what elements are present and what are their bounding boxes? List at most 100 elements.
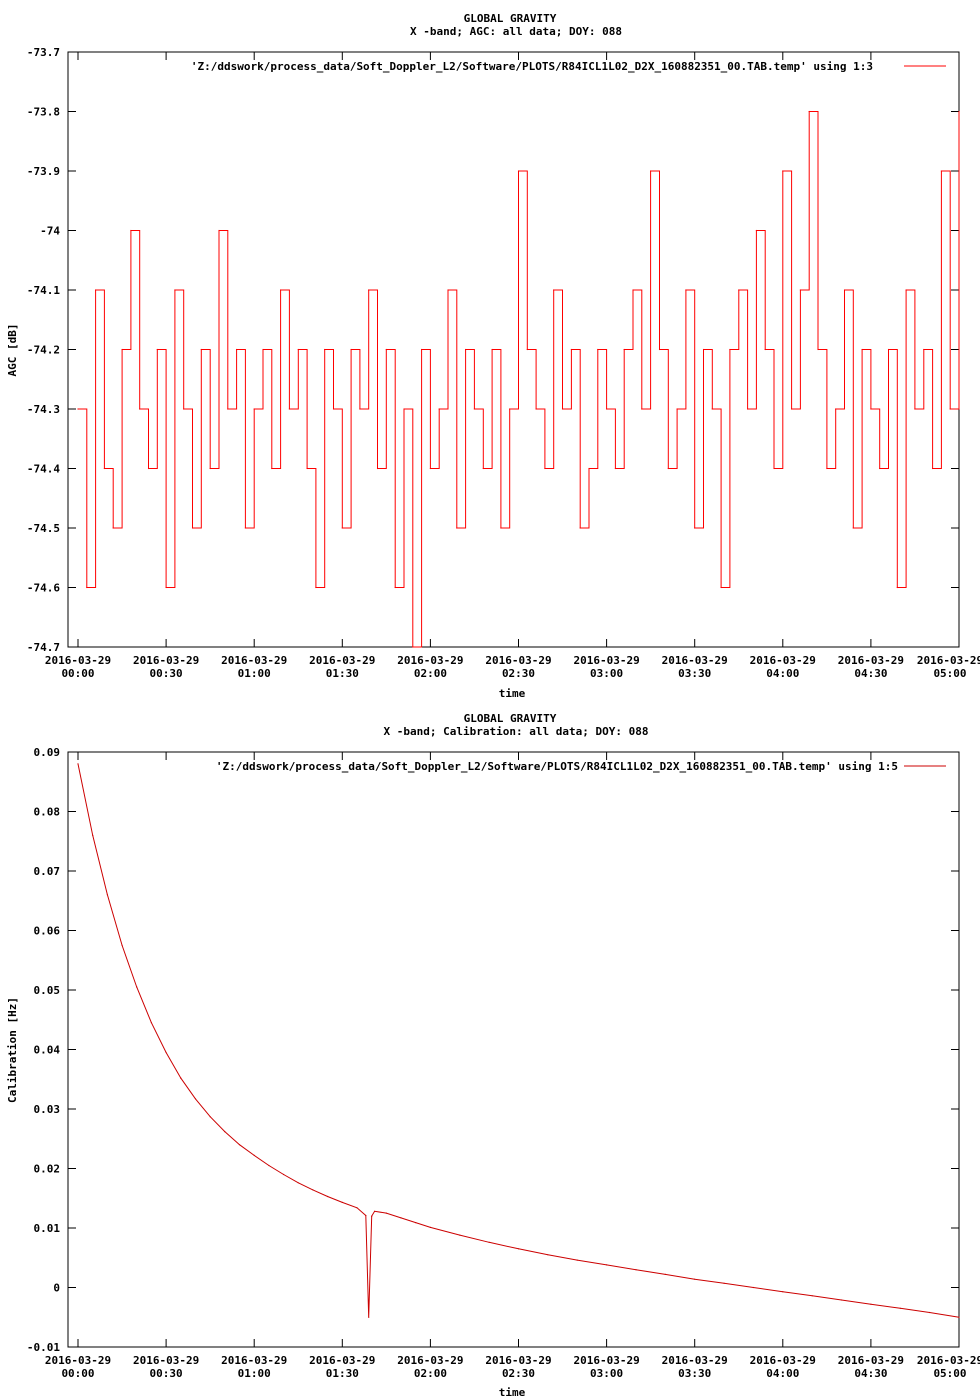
cal-data-point: [165, 1051, 167, 1054]
agc-y-tick-label: -74.4: [27, 463, 60, 476]
cal-chart-subtitle: X -band; Calibration: all data; DOY: 088: [384, 725, 649, 738]
agc-x-ticks: 2016-03-2900:002016-03-2900:302016-03-29…: [45, 52, 980, 680]
agc-data-point: [156, 348, 158, 351]
cal-data-point: [224, 1131, 226, 1133]
agc-x-tick-date: 2016-03-29: [45, 654, 111, 667]
agc-data-point: [817, 348, 819, 351]
agc-data-point: [799, 289, 802, 291]
agc-x-tick-date: 2016-03-29: [662, 654, 728, 667]
cal-data-point: [899, 1307, 901, 1309]
agc-data-point: [773, 467, 775, 470]
calibration-chart: GLOBAL GRAVITY X -band; Calibration: all…: [6, 712, 980, 1399]
cal-y-axis-label: Calibration [Hz]: [6, 997, 19, 1103]
cal-data-point: [811, 1295, 813, 1297]
cal-data-point: [606, 1264, 608, 1266]
agc-chart-subtitle: X -band; AGC: all data; DOY: 088: [410, 25, 622, 38]
agc-data-point: [473, 408, 475, 410]
agc-data-point: [861, 348, 863, 351]
cal-x-tick-time: 03:00: [590, 1367, 623, 1380]
agc-x-tick-time: 05:00: [933, 667, 966, 680]
cal-data-point: [341, 1201, 343, 1203]
cal-series-line: [77, 763, 960, 1318]
agc-data-point: [191, 527, 194, 529]
agc-data-point: [632, 289, 634, 291]
agc-data-point: [253, 408, 255, 410]
agc-data-point: [711, 408, 713, 410]
agc-data-point: [887, 348, 890, 351]
cal-series-points: [77, 763, 960, 1318]
cal-data-point: [209, 1116, 211, 1118]
agc-data-point: [95, 289, 97, 291]
agc-data-point: [544, 467, 546, 470]
cal-data-point: [929, 1311, 931, 1314]
cal-x-tick-time: 02:00: [414, 1367, 447, 1380]
cal-data-point: [180, 1077, 182, 1079]
agc-data-point: [403, 408, 405, 410]
agc-x-tick-time: 04:30: [854, 667, 887, 680]
cal-data-point: [400, 1217, 402, 1219]
cal-data-point: [517, 1248, 520, 1250]
cal-data-point: [77, 763, 79, 765]
cal-data-point: [958, 1316, 960, 1318]
cal-y-tick-label: 0.02: [34, 1163, 61, 1176]
agc-data-point: [130, 229, 132, 232]
agc-data-point: [702, 348, 705, 351]
agc-data-point: [896, 586, 898, 589]
cal-data-point: [365, 1214, 367, 1217]
cal-x-axis-label: time: [499, 1386, 526, 1399]
cal-data-point: [92, 834, 94, 836]
agc-data-point: [914, 408, 916, 410]
cal-x-tick-date: 2016-03-29: [485, 1354, 551, 1367]
cal-data-point: [297, 1182, 299, 1184]
agc-data-point: [86, 586, 88, 589]
cal-x-ticks: 2016-03-2900:002016-03-2900:302016-03-29…: [45, 752, 980, 1380]
agc-data-point: [112, 527, 114, 529]
agc-data-point: [165, 586, 167, 589]
cal-data-point: [840, 1299, 843, 1301]
agc-data-point: [782, 170, 784, 172]
cal-y-tick-label: 0.05: [34, 984, 61, 997]
agc-data-point: [139, 408, 141, 410]
agc-y-tick-label: -74.3: [27, 403, 60, 416]
agc-data-point: [623, 348, 625, 351]
cal-y-tick-label: 0: [53, 1282, 60, 1295]
agc-data-point: [500, 527, 502, 529]
agc-data-point: [526, 348, 528, 351]
cal-data-point: [385, 1212, 387, 1214]
agc-data-point: [597, 348, 599, 351]
agc-data-point: [227, 408, 229, 410]
cal-x-tick-date: 2016-03-29: [838, 1354, 904, 1367]
cal-x-tick-time: 02:30: [502, 1367, 535, 1380]
agc-x-tick-time: 01:00: [238, 667, 271, 680]
agc-data-point: [447, 289, 449, 291]
agc-x-tick-time: 00:30: [150, 667, 183, 680]
agc-series-line: [78, 111, 960, 648]
agc-data-point: [905, 289, 907, 291]
cal-x-tick-time: 03:30: [678, 1367, 711, 1380]
agc-data-point: [729, 348, 731, 351]
agc-data-point: [958, 110, 960, 113]
agc-data-point: [236, 348, 238, 351]
cal-x-tick-date: 2016-03-29: [662, 1354, 728, 1367]
agc-data-point: [808, 110, 810, 113]
agc-data-point: [332, 408, 335, 410]
agc-data-point: [535, 408, 537, 410]
cal-x-tick-time: 00:00: [61, 1367, 94, 1380]
cal-data-point: [374, 1210, 376, 1212]
agc-y-tick-label: -73.9: [27, 165, 60, 178]
cal-data-point: [136, 986, 138, 988]
agc-data-point: [288, 408, 290, 410]
cal-data-point: [664, 1273, 666, 1275]
agc-data-point: [341, 527, 343, 529]
cal-x-tick-date: 2016-03-29: [133, 1354, 199, 1367]
cal-data-point: [415, 1222, 417, 1224]
cal-data-point: [312, 1189, 314, 1191]
agc-data-point: [517, 170, 520, 172]
agc-y-tick-label: -74.7: [27, 641, 60, 654]
agc-data-point: [932, 467, 934, 470]
cal-y-tick-label: 0.08: [34, 806, 61, 819]
agc-data-point: [843, 289, 846, 291]
cal-legend-label: 'Z:/ddswork/process_data/Soft_Doppler_L2…: [216, 760, 898, 773]
agc-data-point: [747, 408, 749, 410]
